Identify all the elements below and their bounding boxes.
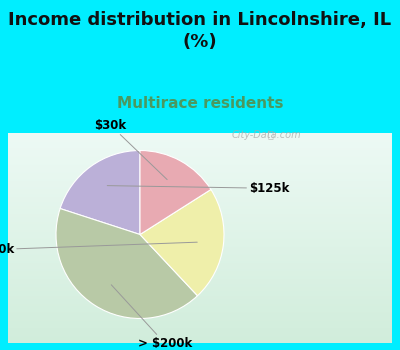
Text: $125k: $125k	[107, 182, 290, 195]
Text: Multirace residents: Multirace residents	[117, 96, 283, 111]
Wedge shape	[60, 150, 140, 234]
Wedge shape	[56, 209, 198, 318]
Wedge shape	[140, 189, 224, 296]
Text: $30k: $30k	[94, 119, 167, 180]
Text: > $200k: > $200k	[111, 285, 192, 350]
Text: Income distribution in Lincolnshire, IL
(%): Income distribution in Lincolnshire, IL …	[8, 10, 392, 51]
Text: City-Data.com: City-Data.com	[232, 130, 301, 140]
Text: ⦾: ⦾	[267, 130, 273, 140]
Text: $200k: $200k	[0, 242, 197, 256]
Wedge shape	[140, 150, 211, 234]
